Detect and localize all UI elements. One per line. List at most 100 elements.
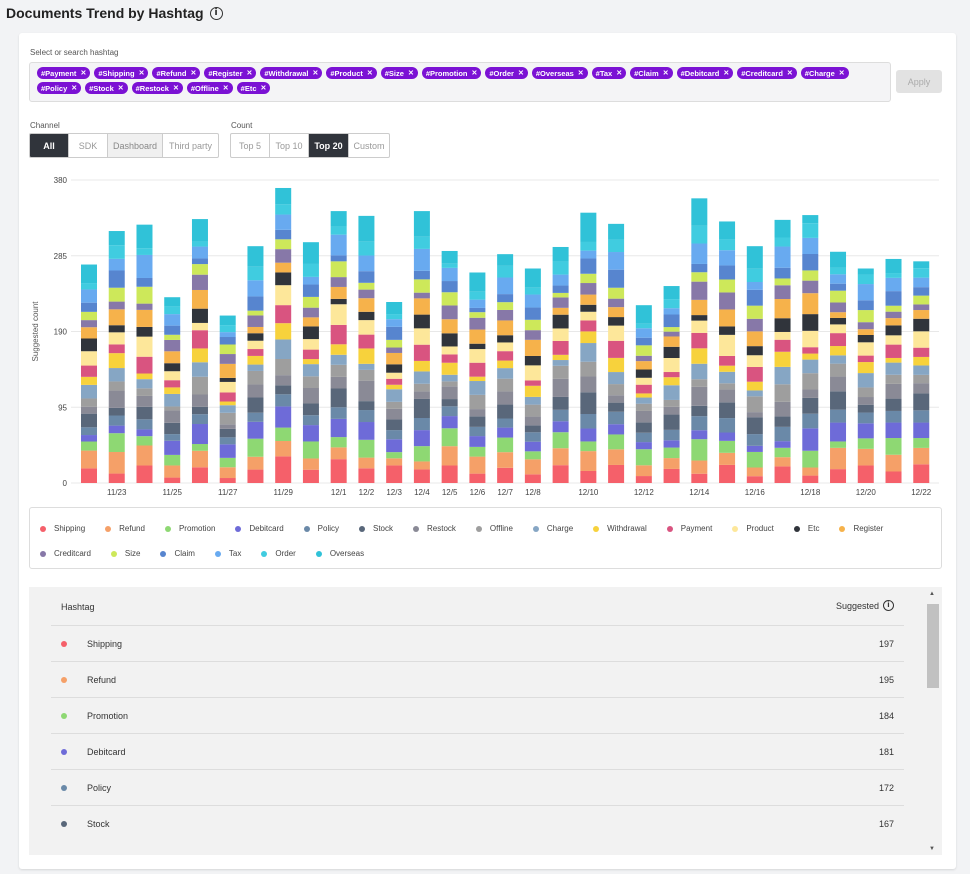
bar-segment-debitcard[interactable] [81, 435, 97, 442]
bar-segment-restock[interactable] [441, 386, 458, 400]
bar-segment-restock[interactable] [136, 395, 153, 407]
bar-segment-overseas[interactable] [219, 315, 236, 326]
remove-chip-icon[interactable]: ✕ [577, 70, 584, 77]
bar-segment-order[interactable] [81, 283, 97, 290]
hashtag-chip-restock[interactable]: #Restock ✕ [131, 82, 183, 94]
bar-segment-payment[interactable] [469, 362, 486, 377]
bar-segment-size[interactable] [802, 270, 819, 281]
bar-segment-overseas[interactable] [691, 198, 708, 226]
bar-segment-size[interactable] [885, 305, 902, 312]
bar-segment-size[interactable] [441, 292, 458, 306]
bar-segment-claim[interactable] [81, 302, 97, 312]
bar-segment-debitcard[interactable] [469, 436, 486, 447]
bar-segment-charge[interactable] [830, 355, 847, 364]
table-row[interactable]: Stock 167 [51, 805, 904, 841]
bar-segment-promotion[interactable] [497, 437, 514, 453]
bar-segment-restock[interactable] [719, 389, 736, 403]
bar-segment-payment[interactable] [774, 339, 791, 352]
bar-segment-product[interactable] [608, 325, 625, 341]
bar-segment-stock[interactable] [136, 406, 153, 420]
bar-segment-refund[interactable] [330, 447, 347, 460]
bar-segment-register[interactable] [191, 289, 208, 309]
hashtag-chip-stock[interactable]: #Stock ✕ [85, 82, 128, 94]
bar-segment-payment[interactable] [330, 324, 347, 345]
bar-segment-overseas[interactable] [164, 297, 181, 307]
bar-segment-refund[interactable] [386, 458, 403, 466]
bar-segment-creditcard[interactable] [580, 283, 597, 295]
bar-segment-tax[interactable] [913, 277, 930, 288]
legend-item-creditcard[interactable]: Creditcard [40, 543, 91, 564]
bar-segment-register[interactable] [746, 331, 763, 347]
bar-segment-withdrawal[interactable] [691, 348, 708, 364]
bar-segment-payment[interactable] [164, 380, 181, 388]
bar-segment-overseas[interactable] [746, 246, 763, 269]
bar-segment-refund[interactable] [608, 449, 625, 465]
bar-segment-etc[interactable] [663, 346, 680, 359]
bar-segment-restock[interactable] [413, 391, 430, 399]
remove-chip-icon[interactable]: ✕ [312, 70, 319, 77]
bar-segment-payment[interactable] [441, 354, 458, 363]
bar-segment-payment[interactable] [913, 347, 930, 357]
bar-segment-withdrawal[interactable] [386, 384, 403, 390]
bar-segment-withdrawal[interactable] [580, 331, 597, 344]
bar-segment-stock[interactable] [802, 397, 819, 414]
bar-segment-size[interactable] [497, 302, 514, 310]
bar-segment-register[interactable] [608, 307, 625, 318]
bar-segment-size[interactable] [164, 334, 181, 340]
bar-segment-withdrawal[interactable] [802, 353, 819, 360]
bar-segment-promotion[interactable] [81, 441, 97, 451]
bar-segment-shipping[interactable] [580, 470, 597, 483]
bar-segment-promotion[interactable] [191, 444, 208, 451]
remove-chip-icon[interactable]: ✕ [407, 70, 414, 77]
legend-item-etc[interactable]: Etc [793, 518, 819, 539]
bar-segment-promotion[interactable] [608, 434, 625, 450]
remove-chip-icon[interactable]: ✕ [517, 70, 524, 77]
bar-segment-stock[interactable] [913, 393, 930, 411]
bar-segment-product[interactable] [830, 324, 847, 334]
bar-segment-register[interactable] [885, 318, 902, 326]
bar-segment-promotion[interactable] [635, 449, 652, 466]
bar-segment-etc[interactable] [164, 363, 181, 372]
bar-segment-offline[interactable] [774, 384, 791, 402]
bar-segment-offline[interactable] [191, 376, 208, 395]
bar-segment-withdrawal[interactable] [358, 348, 375, 364]
bar-segment-creditcard[interactable] [913, 304, 930, 311]
hashtag-chip-promotion[interactable]: #Promotion ✕ [421, 67, 482, 79]
bar-segment-size[interactable] [330, 261, 347, 278]
bar-segment-restock[interactable] [608, 395, 625, 403]
bar-segment-offline[interactable] [719, 383, 736, 390]
bar-segment-debitcard[interactable] [136, 429, 153, 437]
bar-segment-refund[interactable] [746, 467, 763, 477]
bar-segment-register[interactable] [580, 294, 597, 305]
bar-segment-promotion[interactable] [857, 438, 874, 449]
bar-segment-shipping[interactable] [719, 464, 736, 483]
bar-segment-charge[interactable] [524, 396, 541, 405]
bar-segment-payment[interactable] [885, 344, 902, 358]
hashtag-chip-claim[interactable]: #Claim ✕ [630, 67, 673, 79]
bar-segment-product[interactable] [524, 365, 541, 381]
bar-segment-product[interactable] [413, 328, 430, 345]
bar-segment-product[interactable] [691, 320, 708, 333]
bar-segment-etc[interactable] [802, 314, 819, 331]
bar-segment-size[interactable] [81, 311, 97, 321]
info-icon[interactable]: i [209, 6, 223, 20]
bar-segment-restock[interactable] [830, 376, 847, 392]
bar-segment-tax[interactable] [441, 267, 458, 282]
bar-segment-product[interactable] [469, 349, 486, 363]
remove-chip-icon[interactable]: ✕ [222, 85, 229, 92]
bar-segment-payment[interactable] [219, 392, 236, 402]
bar-segment-overseas[interactable] [302, 242, 319, 264]
bar-segment-charge[interactable] [136, 379, 153, 389]
bar-segment-size[interactable] [635, 345, 652, 356]
bar-segment-etc[interactable] [219, 377, 236, 382]
bar-segment-creditcard[interactable] [830, 302, 847, 313]
hashtag-chip-shipping[interactable]: #Shipping ✕ [94, 67, 149, 79]
bar-segment-creditcard[interactable] [413, 292, 430, 299]
bar-segment-withdrawal[interactable] [302, 359, 319, 365]
bar-segment-refund[interactable] [524, 459, 541, 475]
bar-segment-shipping[interactable] [413, 469, 430, 483]
bar-segment-restock[interactable] [746, 412, 763, 418]
bar-segment-shipping[interactable] [81, 468, 97, 483]
bar-segment-shipping[interactable] [191, 467, 208, 483]
bar-segment-shipping[interactable] [441, 465, 458, 483]
